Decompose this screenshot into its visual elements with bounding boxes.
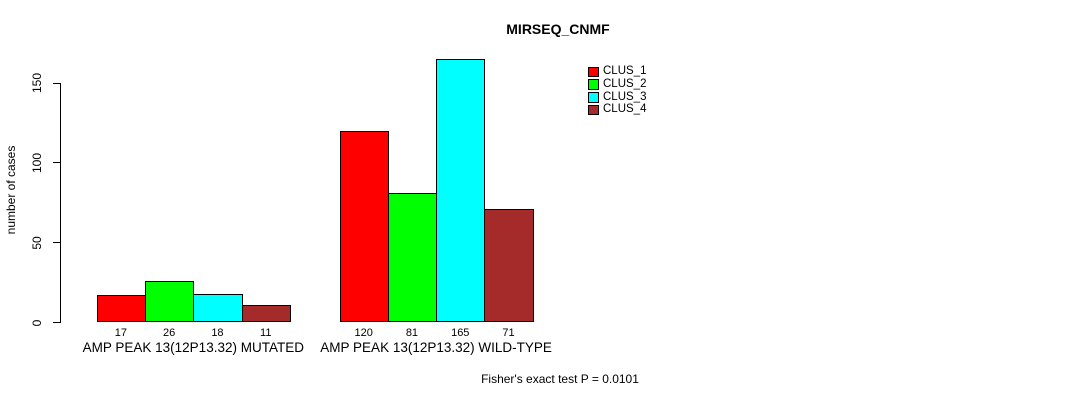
bar-value-label: 120 [354,327,373,339]
y-tick-label: 50 [30,235,44,250]
stat-annotation: Fisher's exact test P = 0.0101 [481,372,639,386]
bar-value-label: 71 [502,327,515,339]
y-tick-label: 150 [30,72,44,94]
bar-value-label: 26 [163,327,176,339]
bar-value-label: 81 [405,327,419,339]
bar-clus_4-group2 [484,209,534,323]
bar-clus_3-group1 [193,293,243,323]
x-category-label: AMP PEAK 13(12P13.32) WILD-TYPE [320,340,552,355]
bar-clus_4-group1 [241,304,291,323]
bar-clus_3-group2 [436,59,486,323]
bar-value-label: 11 [260,327,272,339]
y-tick-label: 100 [30,152,44,173]
bar-value-label: 18 [211,327,224,339]
bar-clus_2-group2 [387,193,438,323]
y-axis-tick [53,82,61,84]
y-axis-tick [53,242,61,244]
legend-label: CLUS_4 [603,103,647,116]
legend-label: CLUS_2 [603,77,647,90]
x-category-label: AMP PEAK 13(12P13.32) MUTATED [82,340,304,355]
chart-title: MIRSEQ_CNMF [506,21,610,37]
y-axis-title: number of cases [4,145,18,235]
legend-swatch-clus_2 [588,79,599,90]
bar-clus_1-group2 [339,130,389,323]
legend-label: CLUS_3 [603,90,647,103]
bar-clus_1-group1 [96,295,146,323]
legend-swatch-clus_3 [588,92,599,103]
legend-swatch-clus_1 [588,66,599,77]
legend-swatch-clus_4 [588,104,599,116]
y-tick-label: 0 [30,319,44,326]
bar-value-label: 17 [114,327,127,339]
y-axis-tick [53,322,61,323]
bar-value-label: 165 [451,327,470,339]
legend-label: CLUS_1 [603,65,647,77]
bar-clus_2-group1 [145,280,195,323]
y-axis-tick [53,162,61,164]
y-axis-line [60,83,61,323]
